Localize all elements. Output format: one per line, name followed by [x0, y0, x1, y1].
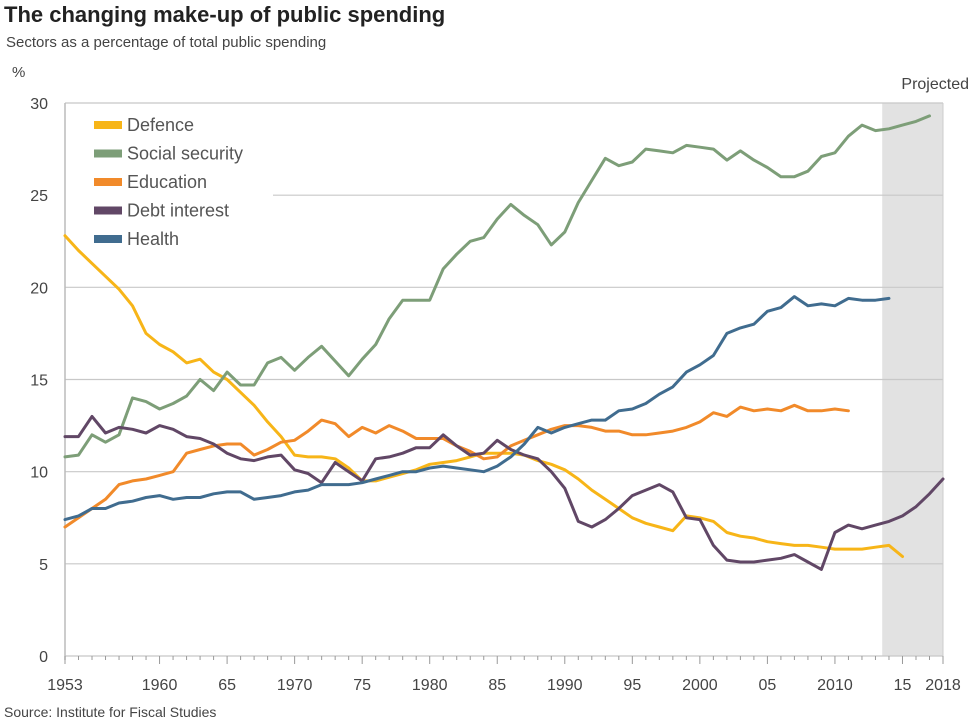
series-line-health — [63, 295, 891, 522]
x-tick-label: 2000 — [682, 677, 718, 694]
x-tick-label: 95 — [623, 677, 641, 694]
legend-swatch — [94, 149, 122, 158]
series-line-education — [63, 403, 850, 529]
legend-label: Defence — [127, 115, 194, 135]
legend-label: Health — [127, 229, 179, 249]
x-tick-label: 85 — [488, 677, 506, 694]
chart-title: The changing make-up of public spending — [4, 2, 446, 27]
y-tick-label: 5 — [39, 557, 48, 574]
legend-swatch — [94, 235, 122, 243]
y-tick-label: 30 — [30, 96, 48, 113]
legend-swatch — [94, 178, 122, 186]
x-tick-label: 75 — [353, 677, 371, 694]
y-tick-label: 25 — [30, 188, 48, 205]
x-tick-label: 2010 — [817, 677, 853, 694]
x-tick-label: 15 — [894, 677, 912, 694]
x-tick-label: 1970 — [277, 677, 313, 694]
x-tick-label: 1960 — [142, 677, 178, 694]
x-tick-label: 05 — [759, 677, 777, 694]
x-tick-label: 1953 — [47, 677, 83, 694]
legend-label: Social security — [127, 144, 243, 164]
y-tick-label: 0 — [39, 649, 48, 666]
x-tick-label: 2018 — [925, 677, 961, 694]
series-line-debt-interest — [63, 414, 945, 571]
chart-subtitle: Sectors as a percentage of total public … — [6, 34, 327, 51]
legend-swatch — [94, 206, 122, 215]
x-tick-label: 65 — [218, 677, 236, 694]
series-line-social-security — [63, 114, 931, 459]
legend-label: Education — [127, 172, 207, 192]
y-axis-label: % — [12, 64, 26, 81]
y-tick-label: 15 — [30, 373, 48, 390]
legend-label: Debt interest — [127, 201, 229, 221]
y-tick-label: 20 — [30, 280, 48, 297]
x-tick-label: 1990 — [547, 677, 583, 694]
projected-label: Projected — [901, 76, 969, 93]
x-tick-label: 1980 — [412, 677, 448, 694]
legend-swatch — [94, 121, 122, 129]
series-line-defence — [63, 234, 904, 558]
source-note: Source: Institute for Fiscal Studies — [4, 704, 217, 720]
y-tick-label: 10 — [30, 465, 48, 482]
